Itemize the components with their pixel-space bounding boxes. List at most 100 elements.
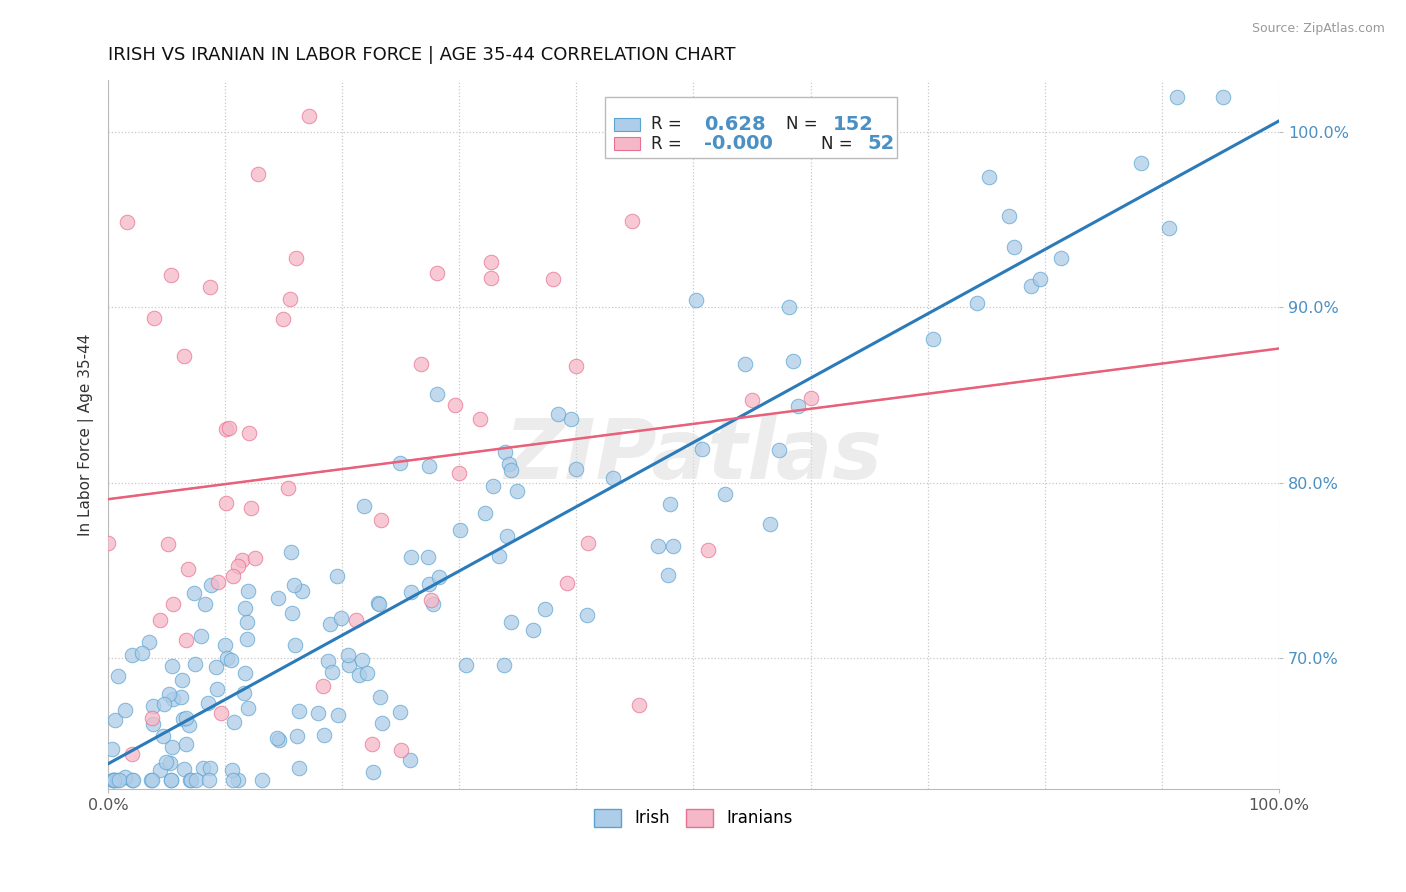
Point (108, 773, 131, 788)
Point (316, 654, 339, 668)
Point (759, 516, 782, 531)
Point (170, 690, 193, 704)
Point (468, 412, 491, 426)
Point (267, 733, 290, 747)
Point (141, 773, 163, 788)
Point (104, 713, 127, 727)
Point (997, 210, 1019, 224)
Text: 152: 152 (832, 115, 873, 134)
Point (173, 762, 195, 776)
Point (207, 575, 229, 590)
Point (450, 523, 472, 537)
Point (174, 737, 197, 751)
Point (741, 393, 763, 408)
Point (966, 296, 988, 310)
Point (481, 479, 503, 493)
Point (121, 773, 143, 788)
Point (628, 698, 651, 713)
Point (389, 456, 412, 470)
Point (344, 614, 367, 628)
Point (219, 653, 242, 667)
Point (499, 615, 522, 630)
Point (121, 773, 143, 788)
FancyBboxPatch shape (605, 97, 897, 158)
Point (326, 708, 349, 723)
Point (1029, 272, 1052, 286)
Point (418, 550, 440, 565)
Point (222, 773, 245, 788)
Point (799, 391, 821, 405)
Point (388, 705, 411, 719)
Point (139, 773, 162, 788)
Point (233, 601, 256, 615)
Point (319, 617, 342, 632)
Point (565, 359, 588, 374)
Point (326, 569, 349, 583)
Point (560, 412, 582, 426)
Point (226, 773, 249, 788)
Point (401, 585, 423, 599)
Point (1159, 221, 1181, 235)
Point (103, 773, 125, 788)
Point (238, 583, 260, 598)
Point (426, 387, 449, 401)
Point (205, 660, 228, 674)
Point (495, 529, 517, 543)
Point (337, 657, 360, 672)
Point (217, 651, 239, 665)
Text: ZIPatlas: ZIPatlas (505, 416, 883, 496)
Point (214, 638, 236, 652)
Point (162, 691, 184, 706)
Point (621, 213, 644, 227)
Point (522, 623, 544, 637)
Point (231, 553, 253, 567)
Point (200, 761, 222, 775)
Point (734, 357, 756, 371)
Text: R =: R = (651, 115, 682, 134)
Point (280, 606, 302, 620)
Point (183, 585, 205, 599)
Point (647, 539, 669, 553)
Point (159, 756, 181, 770)
Point (1212, 90, 1234, 104)
Point (278, 293, 301, 307)
Point (240, 500, 263, 515)
Point (921, 332, 943, 346)
Point (419, 592, 441, 607)
Point (198, 773, 221, 788)
Point (142, 310, 165, 325)
Point (494, 658, 516, 673)
Point (657, 568, 679, 582)
FancyBboxPatch shape (614, 118, 640, 131)
Point (602, 471, 624, 485)
Point (389, 743, 412, 757)
Point (107, 669, 129, 683)
Point (337, 648, 360, 662)
Text: R =: R = (651, 135, 682, 153)
Point (690, 442, 713, 457)
Point (142, 698, 165, 713)
Point (194, 597, 217, 611)
Point (177, 717, 200, 731)
Point (160, 773, 183, 788)
Point (977, 170, 1000, 185)
Point (180, 773, 202, 788)
Point (103, 773, 125, 788)
Point (179, 773, 201, 788)
Point (658, 497, 681, 511)
Point (576, 535, 599, 549)
Point (157, 687, 180, 701)
Point (149, 613, 172, 627)
Point (172, 712, 194, 726)
Point (173, 349, 195, 363)
Point (426, 266, 449, 280)
Point (494, 445, 516, 459)
Point (247, 167, 270, 181)
Point (245, 551, 267, 566)
Point (782, 354, 804, 368)
Point (541, 272, 564, 286)
Legend: Irish, Iranians: Irish, Iranians (588, 802, 800, 834)
Point (177, 562, 200, 576)
Point (221, 568, 243, 582)
Point (505, 484, 527, 499)
